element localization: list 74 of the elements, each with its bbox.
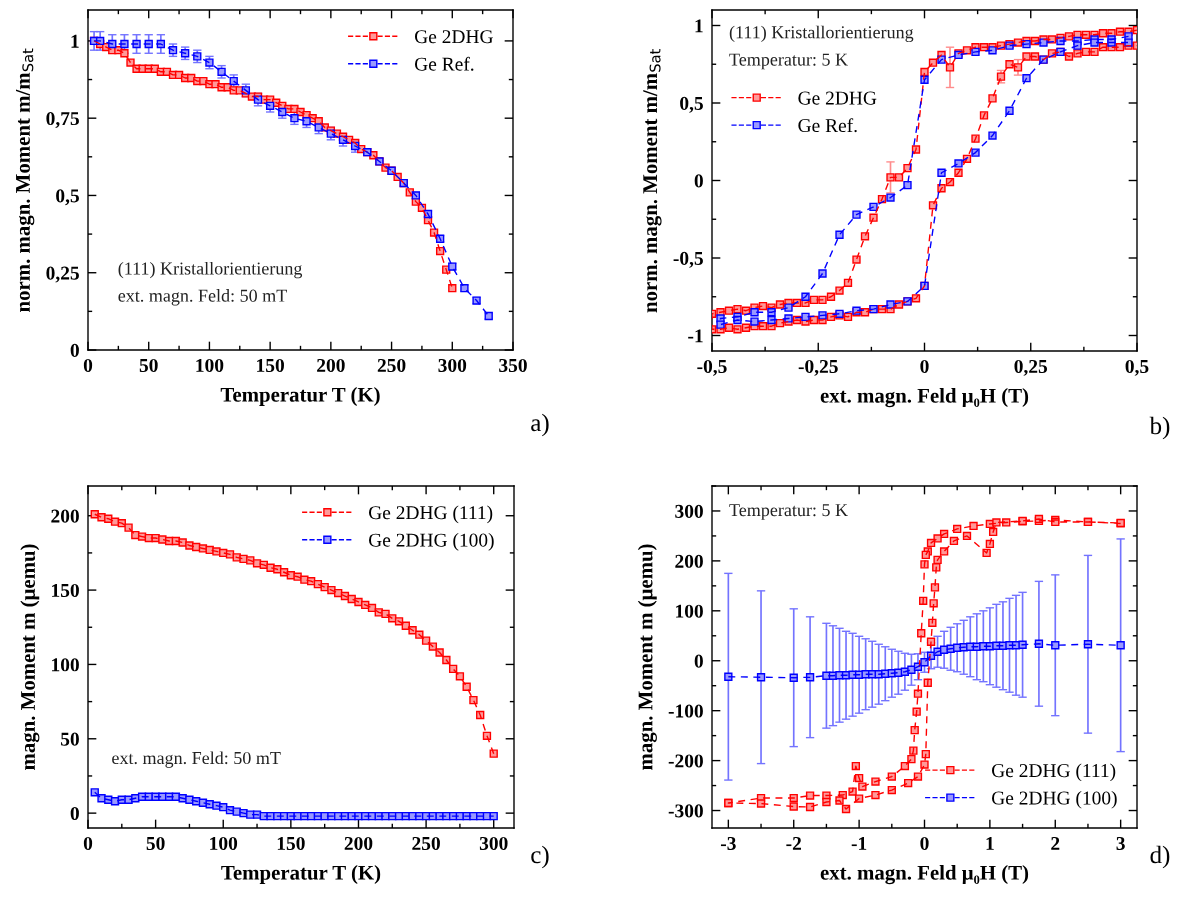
x-tick-label: 350 bbox=[499, 358, 527, 373]
legend-label: Ge 2DHG (111) bbox=[368, 505, 493, 524]
y-tick-label: -100 bbox=[668, 704, 703, 718]
y-tick-label: 0,75 bbox=[46, 112, 79, 128]
x-tick-label: -3 bbox=[720, 836, 736, 851]
y-tick-label: 50 bbox=[61, 732, 79, 746]
legend-label: Ge 2DHG bbox=[798, 91, 877, 105]
x-tick-label: 250 bbox=[377, 358, 406, 373]
x-tick-label: 0,25 bbox=[1014, 359, 1048, 376]
y-tick-label: 0 bbox=[70, 343, 79, 357]
x-tick-label: 200 bbox=[344, 836, 373, 851]
legend-label: Ge Ref. bbox=[414, 56, 474, 71]
annotation: Temperatur: 5 K bbox=[729, 53, 848, 70]
x-tick-label: 250 bbox=[412, 836, 440, 851]
y-tick-label: 200 bbox=[51, 509, 79, 523]
x-tick-label: 100 bbox=[196, 358, 224, 373]
y-tick-label: -1 bbox=[688, 329, 703, 343]
annotation: Temperatur: 5 K bbox=[729, 504, 848, 520]
y-tick-label: 100 bbox=[52, 658, 79, 672]
x-tick-label: 300 bbox=[438, 358, 467, 373]
x-tick-label: 150 bbox=[257, 358, 284, 373]
y-tick-label: 200 bbox=[675, 554, 703, 568]
annotation: ext. magn. Feld: 50 mT bbox=[112, 751, 281, 768]
text: d) bbox=[1150, 845, 1170, 869]
x-axis-title: Temperatur T (K) bbox=[220, 387, 380, 406]
x-tick-label: 150 bbox=[277, 836, 305, 851]
x-tick-label: 50 bbox=[139, 358, 158, 373]
x-axis-title: ext. magn. Feld μ₀H (T) bbox=[820, 388, 1029, 408]
legend-label: Ge 2DHG bbox=[414, 30, 493, 44]
annotation: ext. magn. Feld: 50 mT bbox=[118, 289, 287, 306]
annotation: (111) Kristallorientierung bbox=[118, 261, 303, 279]
x-tick-label: 3 bbox=[1116, 836, 1125, 851]
y-tick-label: 0,5 bbox=[56, 189, 79, 206]
legend-label: Ge Ref. bbox=[798, 118, 857, 133]
text: a) bbox=[531, 413, 549, 437]
x-tick-label: 0 bbox=[920, 359, 929, 374]
text: b) bbox=[1149, 416, 1170, 440]
y-tick-label: -200 bbox=[668, 754, 703, 768]
annotation: (111) Kristallorientierung bbox=[729, 25, 914, 43]
y-tick-label: 150 bbox=[52, 583, 79, 598]
x-tick-label: 50 bbox=[146, 836, 165, 851]
x-tick-label: 1 bbox=[986, 836, 994, 850]
y-tick-label: 300 bbox=[675, 504, 703, 518]
y-tick-label: 1 bbox=[695, 19, 703, 33]
y-tick-label: -300 bbox=[668, 804, 703, 818]
x-tick-label: 300 bbox=[479, 836, 508, 851]
y-tick-label: 0 bbox=[694, 654, 703, 668]
x-tick-label: -2 bbox=[786, 836, 801, 850]
x-tick-label: 200 bbox=[317, 358, 345, 373]
y-tick-label: -0,5 bbox=[673, 251, 703, 268]
y-axis-title: magn. Moment m (μemu) bbox=[20, 544, 40, 770]
y-axis-title: magn. Moment m (μemu) bbox=[637, 544, 657, 770]
x-tick-label: 0 bbox=[83, 358, 93, 373]
legend-label: Ge 2DHG (100) bbox=[368, 533, 494, 551]
y-axis-title: norm. magn. Moment m/m$_{Sat}$ bbox=[15, 48, 35, 312]
x-tick-label: -1 bbox=[851, 836, 867, 850]
y-tick-label: 100 bbox=[676, 604, 703, 618]
x-tick-label: -0,25 bbox=[798, 359, 838, 376]
y-tick-label: 0,5 bbox=[680, 96, 703, 113]
y-axis-title: norm. magn. Moment m/m$_{Sat}$ bbox=[643, 49, 662, 313]
x-tick-label: 0 bbox=[83, 836, 93, 851]
x-axis-title: Temperatur T (K) bbox=[221, 865, 381, 884]
y-tick-label: 0 bbox=[694, 174, 703, 188]
x-tick-label: 0 bbox=[920, 836, 929, 851]
legend-label: Ge 2DHG (100) bbox=[991, 790, 1117, 809]
x-axis-title: ext. magn. Feld μ₀H (T) bbox=[820, 865, 1029, 885]
y-tick-label: 0 bbox=[70, 806, 79, 821]
x-tick-label: 100 bbox=[210, 836, 238, 851]
legend-label: Ge 2DHG (111) bbox=[991, 763, 1116, 782]
x-tick-label: 0,5 bbox=[1125, 359, 1149, 376]
x-tick-label: 2 bbox=[1051, 836, 1060, 850]
y-tick-label: 1 bbox=[71, 34, 79, 48]
text: c) bbox=[531, 845, 549, 869]
y-tick-label: 0,25 bbox=[46, 266, 79, 283]
